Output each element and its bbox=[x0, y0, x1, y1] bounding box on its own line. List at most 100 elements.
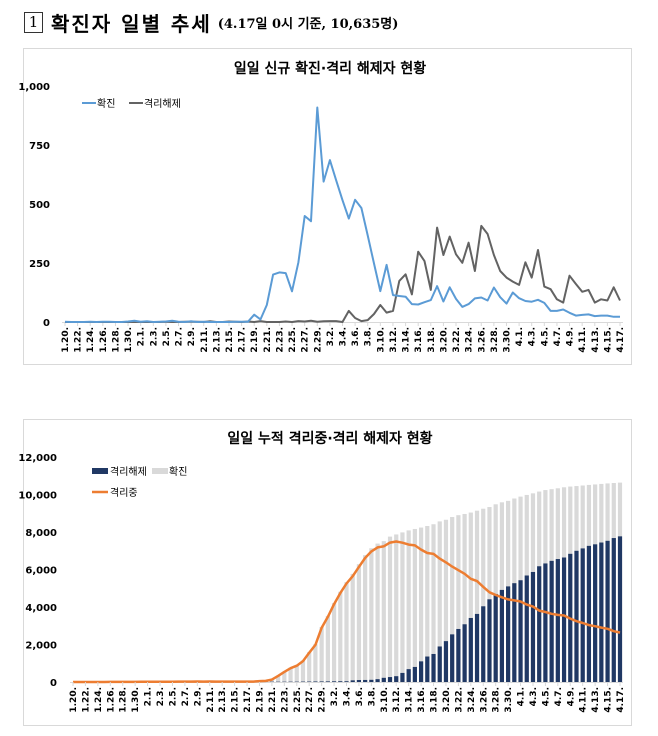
x-tick-label: 2.13. bbox=[218, 687, 228, 713]
x-tick-label: 2.23. bbox=[275, 327, 285, 353]
released-bar bbox=[437, 646, 442, 682]
released-bar bbox=[549, 560, 554, 682]
x-tick-label: 3.28. bbox=[490, 327, 500, 353]
x-tick-label: 2.1. bbox=[144, 687, 154, 706]
x-tick-label: 4.3. bbox=[529, 687, 539, 706]
confirmed-bar bbox=[294, 665, 299, 682]
x-tick-label: 4.13. bbox=[591, 327, 601, 353]
x-tick-label: 2.11. bbox=[200, 327, 210, 353]
confirmed-bar bbox=[450, 517, 455, 682]
x-tick-label: 2.3. bbox=[149, 327, 159, 346]
released-bar bbox=[580, 548, 585, 682]
x-tick-label: 3.18. bbox=[430, 687, 440, 713]
released-bar bbox=[524, 575, 529, 682]
x-tick-label: 4.15. bbox=[604, 687, 614, 713]
section-number-box: 1 bbox=[24, 12, 43, 33]
y-tick-label: 2,000 bbox=[25, 641, 57, 652]
x-tick-label: 2.5. bbox=[168, 687, 178, 706]
x-tick-label: 1.28. bbox=[119, 687, 129, 713]
confirmed-bar bbox=[300, 660, 306, 682]
x-tick-label: 1.28. bbox=[111, 327, 121, 353]
x-tick-label: 3.10. bbox=[380, 687, 390, 713]
x-tick-label: 3.20. bbox=[439, 327, 449, 353]
legend-isolating-label: 격리중 bbox=[110, 486, 138, 499]
confirmed-bar bbox=[276, 675, 281, 682]
x-tick-label: 2.17. bbox=[238, 327, 248, 353]
confirmed-bar bbox=[437, 521, 442, 682]
y-tick-label: 500 bbox=[29, 200, 50, 211]
x-tick-label: 3.12. bbox=[389, 327, 399, 353]
confirmed-bar bbox=[344, 582, 349, 682]
x-tick-label: 2.27. bbox=[301, 327, 311, 353]
released-bar bbox=[387, 677, 393, 682]
confirmed-bar bbox=[431, 524, 436, 682]
section-subtitle: (4.17일 0시 기준, 10,635명) bbox=[217, 17, 399, 32]
confirmed-bar bbox=[288, 667, 293, 682]
x-tick-label: 2.29. bbox=[313, 327, 323, 353]
released-bar bbox=[319, 681, 324, 682]
x-tick-label: 4.13. bbox=[591, 687, 601, 713]
released-bar bbox=[431, 653, 436, 682]
y-tick-label: 4,000 bbox=[25, 603, 57, 614]
x-tick-label: 4.5. bbox=[541, 687, 551, 706]
x-tick-label: 1.30. bbox=[131, 687, 141, 713]
confirmed-bar bbox=[381, 541, 386, 682]
confirmed-bar bbox=[406, 530, 411, 682]
x-tick-label: 3.22. bbox=[452, 327, 462, 353]
x-tick-label: 1.26. bbox=[106, 687, 116, 713]
released-bar bbox=[344, 681, 349, 682]
confirmed-bar bbox=[338, 591, 343, 682]
x-tick-label: 4.17. bbox=[616, 327, 626, 353]
x-tick-label: 3.6. bbox=[355, 687, 365, 706]
released-bar bbox=[512, 583, 517, 682]
released-bar bbox=[331, 681, 337, 682]
legend-released-label: 격리해제 bbox=[110, 465, 147, 478]
confirmed-bar bbox=[375, 543, 380, 682]
confirmed-bar bbox=[363, 555, 368, 682]
confirmed-bar bbox=[356, 564, 362, 682]
x-tick-label: 4.11. bbox=[578, 327, 588, 353]
confirmed-bar bbox=[387, 536, 393, 682]
released-bar bbox=[605, 540, 610, 682]
x-tick-label: 3.12. bbox=[392, 687, 402, 713]
confirmed-bar bbox=[394, 534, 399, 682]
x-tick-label: 3.14. bbox=[402, 327, 412, 353]
y-tick-label: 8,000 bbox=[25, 528, 57, 539]
released-bar bbox=[450, 634, 455, 682]
released-bar bbox=[418, 661, 424, 682]
confirmed-bar bbox=[282, 671, 287, 682]
y-tick-label: 6,000 bbox=[25, 566, 57, 577]
legend-released-label: 격리해제 bbox=[144, 97, 181, 110]
y-tick-label: 750 bbox=[29, 141, 50, 152]
x-tick-label: 2.9. bbox=[193, 687, 203, 706]
chart2-title: 일일 누적 격리중·격리 해제자 현황 bbox=[227, 430, 432, 447]
x-tick-label: 2.9. bbox=[187, 327, 197, 346]
confirmed-bar bbox=[468, 512, 473, 682]
confirmed-bar bbox=[443, 519, 449, 682]
released-bar bbox=[468, 617, 473, 682]
chart1-plot: 0 250 500 750 1,000 1.20. 1.22. 1.24. 1.26. 1.28.… bbox=[18, 82, 626, 353]
released-bar bbox=[555, 559, 560, 682]
released-bar bbox=[487, 599, 492, 682]
x-tick-label: 3.14. bbox=[405, 687, 415, 713]
released-bar bbox=[356, 680, 362, 682]
confirmed-bar bbox=[456, 515, 461, 682]
x-tick-label: 1.22. bbox=[81, 687, 91, 713]
x-tick-label: 1.26. bbox=[99, 327, 109, 353]
released-bar bbox=[462, 624, 467, 682]
x-tick-label: 3.16. bbox=[414, 327, 424, 353]
y-tick-label: 12,000 bbox=[18, 453, 57, 464]
confirmed-bar bbox=[307, 652, 312, 682]
released-bar bbox=[425, 656, 430, 682]
x-tick-label: 3.26. bbox=[479, 687, 489, 713]
released-bar bbox=[599, 542, 604, 682]
x-tick-label: 1.20. bbox=[61, 327, 71, 353]
released-bar bbox=[543, 563, 548, 682]
released-bar bbox=[481, 606, 486, 682]
confirmed-bar bbox=[462, 513, 467, 682]
confirmed-bar bbox=[325, 615, 330, 682]
released-bar bbox=[518, 580, 523, 682]
x-tick-label: 2.7. bbox=[181, 687, 191, 706]
confirmed-bar bbox=[369, 548, 374, 682]
